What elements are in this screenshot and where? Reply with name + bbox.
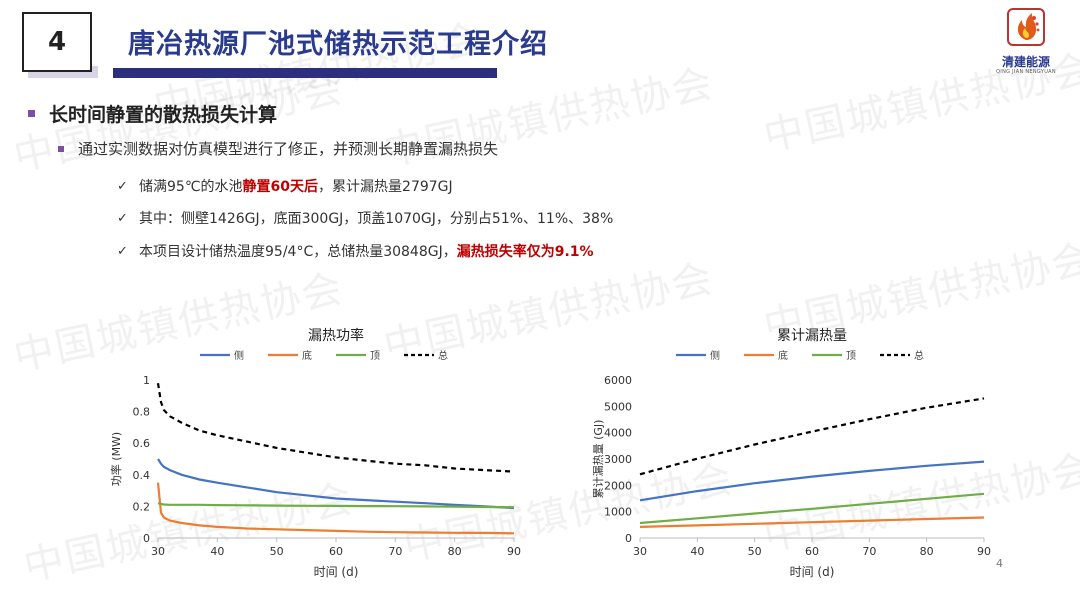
item-highlight: 漏热损失率仅为9.1% [456,244,594,260]
series-line [157,502,515,509]
check-icon: ✓ [117,210,128,226]
item-text: 本项目设计储热温度95/4°C，总储热量30848GJ， [139,244,457,260]
power-chart: 漏热功率侧 底 顶 总 0 0.2 0.4 0.6 0.8 1 30 40 50 60 70 80 90 时间 (… [100,318,540,594]
y-tick-label: 1000 [604,506,632,519]
x-tick-label: 90 [977,545,991,558]
list-item: ✓ 本项目设计储热温度95/4°C，总储热量30848GJ， 漏热损失率仅为9.1… [117,241,594,261]
x-tick-label: 60 [805,545,819,558]
list-item: ✓ 储满95℃的水池 静置60天后 ，累计漏热量2797GJ [117,176,453,196]
chart-title: 累计漏热量 [777,328,847,344]
item-highlight: 静置60天后 [242,179,319,195]
x-tick-label: 30 [633,545,647,558]
flame-logo-icon [1007,8,1045,46]
check-icon: ✓ [117,178,128,194]
x-axis-label: 时间 (d) [314,565,359,579]
x-axis-label: 时间 (d) [790,565,835,579]
y-tick-label: 0.6 [133,437,151,450]
x-tick-label: 50 [270,545,284,558]
item-text: 其中：侧壁1426GJ，底面300GJ，顶盖1070GJ，分别占51%、11%、… [139,211,614,227]
y-tick-label: 6000 [604,374,632,387]
series-line [639,397,985,476]
subheading: 通过实测数据对仿真模型进行了修正，并预测长期静置漏热损失 [58,138,498,159]
page-title: 唐冶热源厂池式储热示范工程介绍 [128,29,548,60]
y-tick-label: 3000 [604,453,632,466]
x-tick-label: 50 [748,545,762,558]
x-tick-label: 40 [210,545,224,558]
legend-label: 侧 [710,349,720,362]
y-tick-label: 0.4 [133,469,151,482]
x-tick-label: 60 [329,545,343,558]
title-underline [113,68,497,78]
section-heading: 长时间静置的散热损失计算 [28,100,277,127]
legend-label: 总 [438,349,448,362]
x-tick-label: 80 [920,545,934,558]
item-text: 储满95℃的水池 [139,179,243,195]
x-tick-label: 90 [507,545,521,558]
chart-title: 漏热功率 [308,327,364,344]
bullet-square-icon [28,110,35,117]
series-line [157,458,515,510]
y-axis-label: 功率 (MW) [109,432,123,486]
y-tick-label: 0 [625,532,632,545]
legend-label: 顶 [846,350,856,362]
y-tick-label: 0 [143,532,150,545]
logo-subtitle: QING JIAN NENGYUAN [996,69,1056,75]
check-icon: ✓ [117,243,128,259]
page-number: 4 [996,557,1003,570]
legend-label: 底 [778,349,788,362]
x-tick-label: 30 [151,545,165,558]
series-line [156,482,515,535]
x-tick-label: 80 [448,545,462,558]
cumulative-chart: 累计漏热量侧 底 顶 总 0 1000 2000 3000 4000 5000 6000 30 40 50… [578,318,998,594]
legend-label: 总 [914,349,924,362]
heading-text: 长时间静置的散热损失计算 [49,104,278,126]
subheading-text: 通过实测数据对仿真模型进行了修正，并预测长期静置漏热损失 [78,140,499,158]
y-tick-label: 0.2 [133,500,151,513]
legend-label: 顶 [370,350,380,362]
x-tick-label: 70 [862,545,876,558]
legend-label: 底 [302,349,312,362]
item-text-end: ，累计漏热量2797GJ [318,179,453,195]
bullet-square-icon [58,145,64,152]
y-tick-label: 5000 [604,400,632,413]
series-line [639,460,985,502]
series-line [156,383,515,473]
logo-name: 清建能源 [1001,55,1050,69]
legend-label: 侧 [234,349,244,362]
series-line [639,516,985,528]
series-line [639,492,985,525]
y-tick-label: 4000 [604,427,632,440]
list-item: ✓ 其中：侧壁1426GJ，底面300GJ，顶盖1070GJ，分别占51%、11… [117,208,613,228]
x-tick-label: 70 [388,545,402,558]
y-tick-label: 1 [143,374,150,387]
company-logo: 清建能源 QING JIAN NENGYUAN [992,8,1060,78]
x-tick-label: 40 [690,545,704,558]
section-number: 4 [22,12,92,72]
y-tick-label: 2000 [604,479,632,492]
y-tick-label: 0.8 [133,406,151,419]
y-axis-label: 累计漏热量 (GJ) [592,420,605,499]
